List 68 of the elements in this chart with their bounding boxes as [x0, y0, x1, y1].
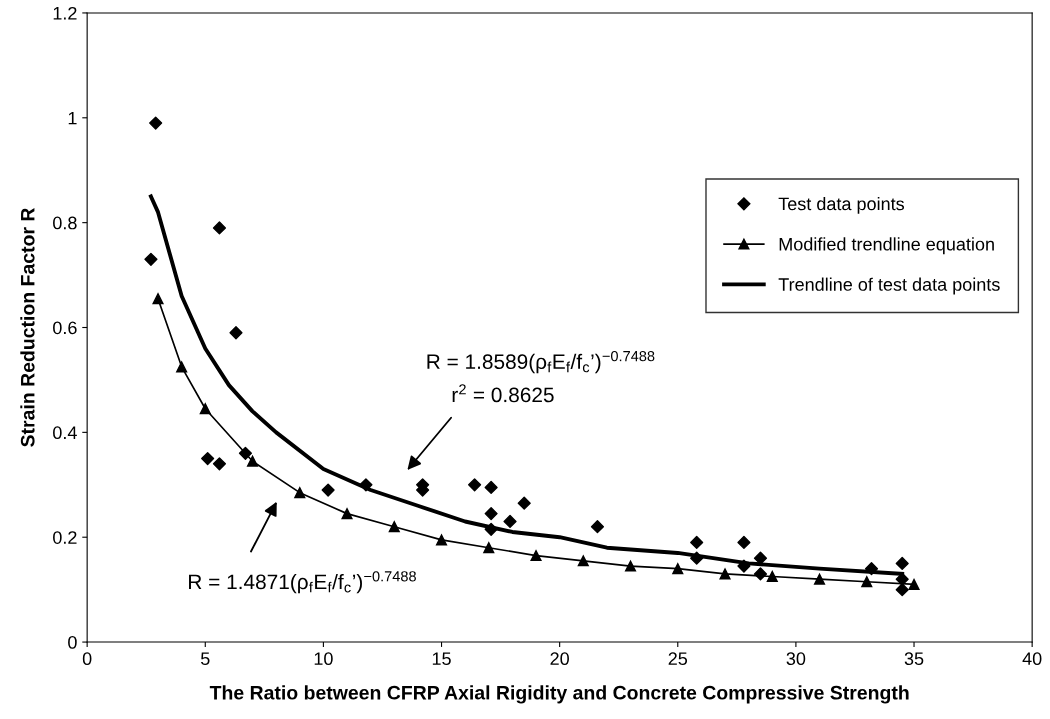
- point: [246, 455, 259, 467]
- annotation: R = 1.4871(ρ$_{f}$E$_{f}$/f$_{c}$’)$^{−0.7488}$: [189, 571, 416, 594]
- x-tick-label: 10: [314, 652, 333, 666]
- point: [468, 478, 482, 492]
- point: [530, 550, 542, 562]
- point: [690, 551, 704, 565]
- y-tick-label: 1.2: [53, 6, 77, 20]
- x-tick-label: 5: [200, 652, 210, 666]
- point: [861, 576, 873, 588]
- x-tick-label: 20: [550, 652, 569, 666]
- point: [176, 361, 188, 373]
- point: [199, 403, 211, 415]
- point: [152, 293, 164, 305]
- point: [201, 451, 215, 466]
- x-axis-title: The Ratio between CFRP Axial Rigidity and Concrete Compressive Strength: [209, 685, 909, 704]
- point: [813, 573, 826, 585]
- point: [229, 326, 243, 340]
- point: [895, 572, 909, 586]
- x-tick-label: 15: [432, 652, 451, 666]
- point: [294, 487, 306, 499]
- x-tick-label: 25: [668, 652, 688, 666]
- point: [149, 116, 163, 130]
- point: [719, 568, 731, 580]
- point: [577, 555, 589, 567]
- y-tick-label: 1: [68, 111, 77, 125]
- point: [753, 567, 768, 581]
- x-tick-label: 40: [1022, 652, 1042, 666]
- y-axis-title: Strain Reduction Factor R: [20, 207, 35, 447]
- point: [766, 570, 778, 583]
- point: [908, 578, 920, 590]
- y-tick-label: 0.4: [53, 426, 77, 440]
- y-tick-label: 0.2: [53, 531, 77, 544]
- x-tick-label: 30: [786, 652, 806, 666]
- point: [864, 562, 879, 576]
- point: [690, 535, 704, 550]
- point: [359, 478, 373, 492]
- point: [144, 252, 158, 266]
- y-tick-label: 0.6: [53, 321, 77, 335]
- point: [517, 496, 531, 510]
- point: [238, 446, 253, 460]
- legend-label: Test data points: [778, 197, 905, 214]
- point: [590, 520, 605, 534]
- y-tick-label: 0.8: [53, 216, 77, 230]
- point: [484, 522, 498, 536]
- point: [672, 563, 684, 575]
- annotation: R = 1.8589(ρ$_{f}$E$_{f}$/f$_{c}$’)$^{−0.7488}$: [427, 350, 655, 374]
- point: [341, 508, 353, 520]
- point: [895, 583, 909, 597]
- point: [484, 507, 498, 521]
- point: [895, 556, 909, 571]
- point: [737, 535, 751, 550]
- legend-label: Trendline of test data points: [778, 277, 1000, 295]
- point: [484, 480, 498, 494]
- point: [321, 483, 335, 497]
- point: [737, 559, 751, 573]
- point: [503, 514, 517, 529]
- y-tick-label: 0: [68, 636, 77, 649]
- point: [624, 560, 637, 572]
- point: [753, 551, 768, 565]
- point: [212, 221, 227, 235]
- x-tick-label: 0: [82, 652, 92, 666]
- point: [483, 542, 495, 554]
- point: [435, 534, 448, 546]
- point: [388, 521, 400, 533]
- point: [212, 457, 227, 471]
- legend-label: Modified trendline equation: [779, 237, 994, 255]
- annotation: r$^{2}$ = 0.8625: [452, 384, 554, 403]
- x-tick-label: 35: [904, 652, 924, 666]
